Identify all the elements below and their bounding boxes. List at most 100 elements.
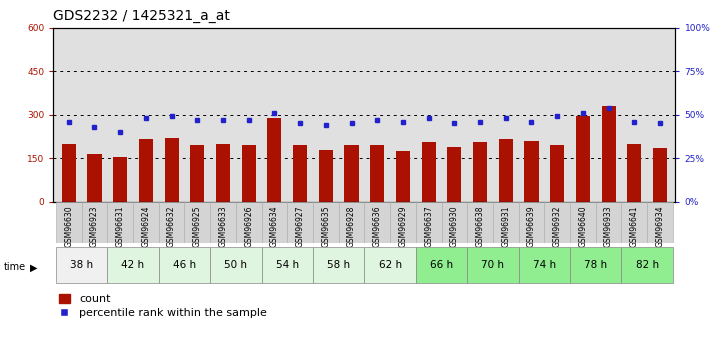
Bar	[370, 145, 385, 202]
FancyBboxPatch shape	[133, 202, 159, 243]
FancyBboxPatch shape	[210, 247, 262, 283]
Bar	[396, 151, 410, 202]
Bar	[653, 148, 667, 202]
FancyBboxPatch shape	[467, 247, 518, 283]
Text: GSM96637: GSM96637	[424, 205, 433, 247]
Text: GSM96929: GSM96929	[398, 205, 407, 247]
Text: 78 h: 78 h	[584, 260, 607, 270]
Text: time: time	[4, 263, 26, 272]
FancyBboxPatch shape	[364, 247, 416, 283]
FancyBboxPatch shape	[621, 202, 647, 243]
Text: GSM96636: GSM96636	[373, 205, 382, 247]
FancyBboxPatch shape	[313, 247, 364, 283]
Text: GSM96634: GSM96634	[270, 205, 279, 247]
Bar	[87, 154, 102, 202]
FancyBboxPatch shape	[236, 202, 262, 243]
FancyBboxPatch shape	[159, 247, 210, 283]
FancyBboxPatch shape	[493, 202, 518, 243]
Text: GSM96639: GSM96639	[527, 205, 536, 247]
Text: GSM96633: GSM96633	[218, 205, 228, 247]
Text: GDS2232 / 1425321_a_at: GDS2232 / 1425321_a_at	[53, 9, 230, 23]
Bar	[447, 147, 461, 202]
Bar	[113, 157, 127, 202]
Text: GSM96928: GSM96928	[347, 205, 356, 247]
Text: 82 h: 82 h	[636, 260, 658, 270]
FancyBboxPatch shape	[338, 202, 364, 243]
Bar	[139, 139, 153, 202]
FancyBboxPatch shape	[442, 202, 467, 243]
Bar	[191, 145, 204, 202]
FancyBboxPatch shape	[364, 202, 390, 243]
FancyBboxPatch shape	[262, 247, 313, 283]
Text: 38 h: 38 h	[70, 260, 93, 270]
Bar	[602, 106, 616, 202]
Bar	[267, 118, 282, 202]
Text: GSM96630: GSM96630	[64, 205, 73, 247]
Bar	[319, 150, 333, 202]
Bar	[242, 145, 256, 202]
FancyBboxPatch shape	[621, 247, 673, 283]
Text: GSM96924: GSM96924	[141, 205, 150, 247]
FancyBboxPatch shape	[262, 202, 287, 243]
Text: 54 h: 54 h	[276, 260, 299, 270]
Text: GSM96925: GSM96925	[193, 205, 202, 247]
Text: GSM96931: GSM96931	[501, 205, 510, 247]
Text: ▶: ▶	[30, 263, 38, 272]
Bar	[576, 116, 590, 202]
Text: GSM96923: GSM96923	[90, 205, 99, 247]
Legend: count, percentile rank within the sample: count, percentile rank within the sample	[59, 294, 267, 318]
FancyBboxPatch shape	[313, 202, 338, 243]
Text: GSM96640: GSM96640	[579, 205, 587, 247]
Bar	[525, 141, 538, 202]
FancyBboxPatch shape	[210, 202, 236, 243]
Text: GSM96930: GSM96930	[450, 205, 459, 247]
Text: 62 h: 62 h	[378, 260, 402, 270]
Text: GSM96932: GSM96932	[552, 205, 562, 247]
FancyBboxPatch shape	[159, 202, 184, 243]
FancyBboxPatch shape	[570, 247, 621, 283]
Text: 50 h: 50 h	[225, 260, 247, 270]
Bar	[293, 145, 307, 202]
Text: 74 h: 74 h	[533, 260, 556, 270]
FancyBboxPatch shape	[287, 202, 313, 243]
FancyBboxPatch shape	[518, 202, 545, 243]
Bar	[627, 144, 641, 202]
Bar	[62, 144, 76, 202]
Text: GSM96933: GSM96933	[604, 205, 613, 247]
FancyBboxPatch shape	[82, 202, 107, 243]
FancyBboxPatch shape	[570, 202, 596, 243]
FancyBboxPatch shape	[416, 247, 467, 283]
FancyBboxPatch shape	[184, 202, 210, 243]
Text: GSM96927: GSM96927	[296, 205, 304, 247]
FancyBboxPatch shape	[56, 247, 107, 283]
Bar	[422, 142, 436, 202]
FancyBboxPatch shape	[56, 202, 82, 243]
FancyBboxPatch shape	[390, 202, 416, 243]
Bar	[473, 142, 487, 202]
FancyBboxPatch shape	[107, 202, 133, 243]
Text: 70 h: 70 h	[481, 260, 504, 270]
FancyBboxPatch shape	[518, 247, 570, 283]
Text: GSM96926: GSM96926	[244, 205, 253, 247]
Bar	[164, 138, 178, 202]
Bar	[216, 144, 230, 202]
Text: GSM96632: GSM96632	[167, 205, 176, 247]
Text: GSM96635: GSM96635	[321, 205, 331, 247]
FancyBboxPatch shape	[647, 202, 673, 243]
Bar	[550, 145, 565, 202]
Text: 42 h: 42 h	[122, 260, 144, 270]
FancyBboxPatch shape	[596, 202, 621, 243]
Text: 58 h: 58 h	[327, 260, 351, 270]
Text: GSM96641: GSM96641	[630, 205, 638, 247]
Text: GSM96638: GSM96638	[476, 205, 485, 247]
FancyBboxPatch shape	[545, 202, 570, 243]
Bar	[498, 139, 513, 202]
Text: 66 h: 66 h	[430, 260, 453, 270]
FancyBboxPatch shape	[107, 247, 159, 283]
Text: GSM96934: GSM96934	[656, 205, 665, 247]
FancyBboxPatch shape	[467, 202, 493, 243]
Text: GSM96631: GSM96631	[116, 205, 124, 247]
Bar	[344, 145, 358, 202]
FancyBboxPatch shape	[416, 202, 442, 243]
Text: 46 h: 46 h	[173, 260, 196, 270]
